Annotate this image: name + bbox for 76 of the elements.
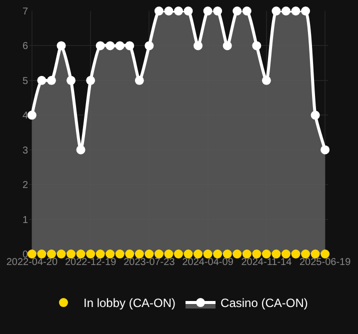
y-tick-label: 1: [22, 214, 28, 226]
point: [115, 250, 124, 258]
point: [86, 250, 96, 258]
y-tick-label: 7: [22, 6, 28, 18]
point: [76, 250, 86, 258]
y-tick-label: 4: [22, 110, 28, 122]
point: [86, 76, 96, 85]
point: [213, 6, 222, 16]
point: [310, 250, 320, 258]
point: [232, 6, 242, 16]
point: [301, 6, 310, 16]
point: [154, 6, 164, 16]
point: [66, 250, 76, 258]
point: [56, 250, 66, 258]
point: [222, 41, 232, 50]
point: [37, 76, 46, 85]
point: [144, 41, 154, 50]
point: [262, 250, 271, 258]
point: [144, 250, 154, 258]
legend-label: Casino (CA-ON): [220, 296, 308, 310]
point: [66, 76, 76, 85]
point: [242, 250, 252, 258]
point: [272, 6, 281, 16]
point: [164, 6, 174, 16]
point: [291, 6, 300, 16]
x-tick-label: 2024-11-14: [241, 257, 292, 268]
point: [164, 250, 174, 258]
point: [37, 250, 46, 258]
point: [125, 41, 134, 50]
y-tick-label: 5: [22, 76, 28, 87]
point: [184, 250, 193, 258]
point: [320, 250, 330, 258]
point: [76, 145, 86, 154]
x-tick-label: 2022-04-20: [6, 257, 58, 268]
y-tick-label: 6: [22, 41, 28, 52]
point: [262, 76, 271, 85]
point: [106, 250, 115, 258]
x-tick-label: 2025-06-19: [299, 257, 352, 268]
point: [125, 250, 134, 258]
point: [320, 145, 330, 154]
point: [281, 6, 290, 16]
x-tick-label: 2023-07-23: [124, 257, 176, 268]
x-tick-label: 2022-12-19: [64, 257, 117, 268]
point: [194, 41, 203, 50]
point: [96, 41, 105, 50]
point: [115, 41, 124, 50]
point: [242, 6, 252, 16]
point: [203, 6, 212, 16]
y-tick-label: 3: [22, 145, 28, 156]
point: [301, 250, 310, 258]
point: [27, 110, 36, 120]
point: [174, 250, 183, 258]
point: [154, 250, 164, 258]
point: [252, 41, 262, 50]
point: [46, 76, 56, 85]
point: [184, 6, 193, 16]
point: [203, 250, 212, 258]
point: [222, 250, 232, 258]
point: [272, 250, 281, 258]
point: [281, 250, 290, 258]
point: [310, 110, 320, 120]
point: [213, 250, 222, 258]
point: [56, 41, 66, 50]
point: [291, 250, 300, 258]
point: [134, 76, 144, 85]
point: [232, 250, 242, 258]
point: [194, 250, 203, 258]
point: [174, 6, 183, 16]
point: [106, 41, 115, 50]
legend-label: In lobby (CA-ON): [84, 296, 176, 310]
point: [46, 250, 56, 258]
point: [134, 250, 144, 258]
point: [96, 250, 105, 258]
x-tick-label: 2024-04-09: [182, 257, 234, 268]
point: [252, 250, 262, 258]
y-tick-label: 2: [22, 180, 28, 192]
